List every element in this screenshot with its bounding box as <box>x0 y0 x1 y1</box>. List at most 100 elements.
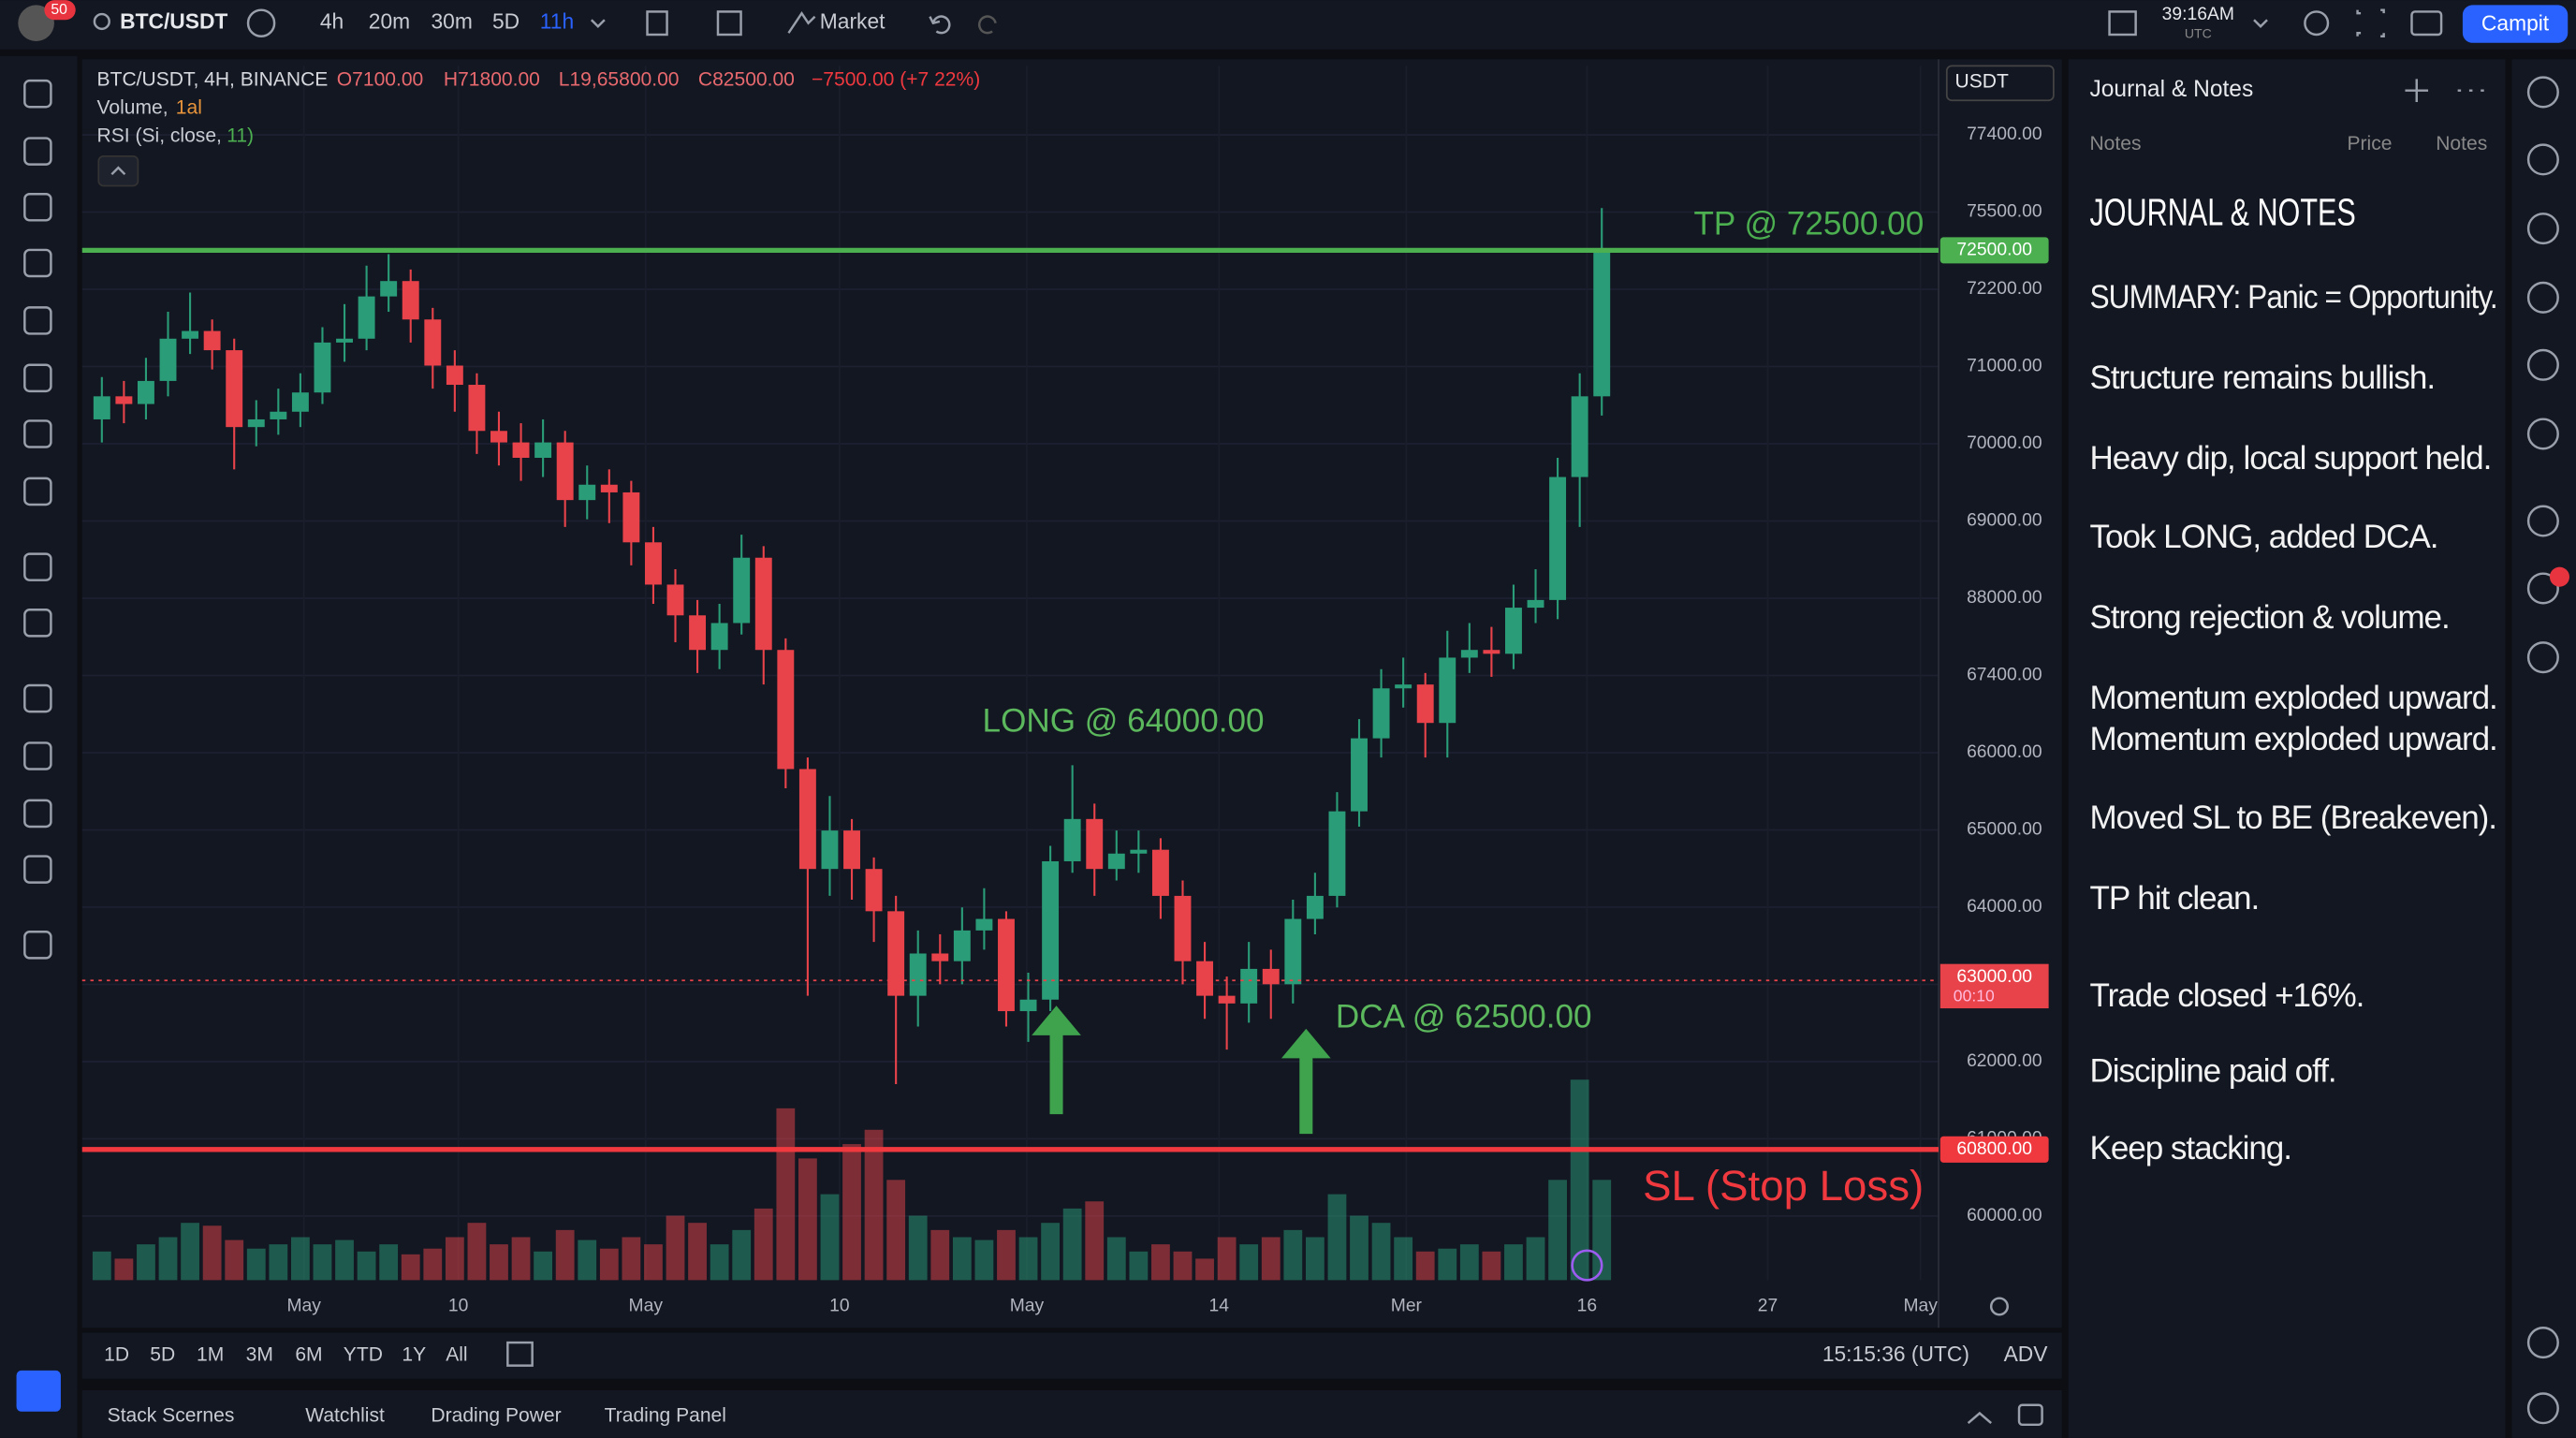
tool-icon[interactable] <box>23 137 52 166</box>
side-icon[interactable] <box>2526 505 2559 537</box>
replay-icon[interactable] <box>1571 1249 1603 1282</box>
volume-bar <box>1504 1244 1523 1281</box>
tool-icon[interactable] <box>23 855 52 884</box>
undo[interactable] <box>929 15 951 35</box>
snapshot[interactable] <box>2410 10 2443 37</box>
currency[interactable]: USDT <box>1955 70 2009 92</box>
price-label: 72200.00 <box>1967 279 2042 299</box>
market[interactable]: Market <box>820 9 886 34</box>
candle-body <box>1505 608 1522 654</box>
side-icon[interactable] <box>2526 418 2559 450</box>
zoom[interactable] <box>2304 10 2330 37</box>
redo[interactable] <box>977 15 997 35</box>
tab[interactable]: Stack Scernes <box>108 1405 235 1427</box>
avatar[interactable] <box>18 5 54 42</box>
range[interactable]: 1D <box>104 1344 129 1366</box>
price-label: 77400.00 <box>1967 125 2042 144</box>
side-icon[interactable] <box>2526 143 2559 176</box>
candle-body <box>270 411 287 419</box>
candle-body <box>1351 738 1368 812</box>
tool-icon[interactable] <box>23 363 52 393</box>
price-label: 66000.00 <box>1967 742 2042 762</box>
tool-icon[interactable] <box>23 248 52 278</box>
tool-icon[interactable] <box>23 79 52 109</box>
journal-note: Strong rejection & volume. <box>2089 599 2449 636</box>
tool-icon[interactable] <box>23 193 52 222</box>
fullscreen[interactable] <box>2108 10 2137 37</box>
date-range[interactable] <box>506 1341 534 1367</box>
symbol[interactable]: BTC/USDT <box>120 9 227 34</box>
currency-box[interactable] <box>1945 65 2055 102</box>
candle-body <box>358 296 375 339</box>
side-icon[interactable] <box>2526 641 2559 674</box>
tab[interactable]: Drading Power <box>431 1405 561 1427</box>
add-symbol[interactable] <box>246 8 276 37</box>
interval[interactable]: 4h <box>320 9 344 34</box>
range[interactable]: 1M <box>197 1344 224 1366</box>
tool-icon[interactable] <box>23 477 52 506</box>
volume-bar <box>490 1244 508 1281</box>
market-icon[interactable] <box>787 10 816 34</box>
candle-body <box>754 557 772 651</box>
tool-icon[interactable] <box>23 741 52 770</box>
time-menu[interactable] <box>2253 19 2268 28</box>
range[interactable]: 3M <box>246 1344 273 1366</box>
tab[interactable]: Trading Panel <box>605 1405 726 1427</box>
side-icon[interactable] <box>2526 1327 2559 1359</box>
tool-icon[interactable] <box>23 683 52 713</box>
favorites[interactable] <box>16 1370 61 1412</box>
campit-button[interactable] <box>2462 5 2569 43</box>
range[interactable]: All <box>446 1344 467 1366</box>
tool-icon[interactable] <box>23 552 52 581</box>
interval[interactable]: 20m <box>369 9 410 34</box>
settings-icon[interactable] <box>1989 1297 2009 1316</box>
side-icon[interactable] <box>2526 281 2559 314</box>
collapse-icon[interactable] <box>110 166 126 176</box>
collapse-panel[interactable] <box>1967 1411 1992 1424</box>
side-icon[interactable] <box>2526 1392 2559 1425</box>
side-icon[interactable] <box>2526 348 2559 381</box>
candle-body <box>909 953 927 996</box>
side-icon[interactable] <box>2526 76 2559 109</box>
range[interactable]: YTD <box>344 1344 383 1366</box>
tool-icon[interactable] <box>23 931 52 960</box>
candle-body <box>1042 860 1060 1000</box>
campit-label[interactable]: Campit <box>2481 11 2550 36</box>
interval[interactable]: 11h <box>540 9 574 34</box>
tool-icon[interactable] <box>23 419 52 448</box>
interval-menu[interactable] <box>590 19 606 28</box>
range[interactable]: 5D <box>150 1344 175 1366</box>
side-icon[interactable] <box>2526 213 2559 245</box>
candle-body <box>1196 961 1214 996</box>
expand[interactable] <box>2356 8 2385 37</box>
candle-body <box>424 319 442 366</box>
journal-add[interactable] <box>2405 79 2429 102</box>
interval[interactable]: 5D <box>492 9 520 34</box>
side-icon[interactable] <box>2526 572 2559 605</box>
chart-type[interactable] <box>646 10 668 37</box>
collapse-legend[interactable] <box>97 154 139 187</box>
maximize-panel[interactable] <box>2017 1403 2043 1427</box>
layout[interactable] <box>716 10 742 37</box>
volume-bar <box>511 1237 531 1281</box>
adv[interactable]: ADV <box>2004 1342 2049 1366</box>
countdown: 00:10 <box>1954 986 1995 1005</box>
price-label: 65000.00 <box>1967 820 2042 840</box>
candle-body <box>336 338 353 343</box>
volume-bar <box>555 1229 575 1281</box>
candle-body <box>1262 968 1280 985</box>
price-label: 60000.00 <box>1967 1206 2042 1225</box>
search-icon[interactable] <box>93 12 110 31</box>
tool-icon[interactable] <box>23 306 52 335</box>
interval[interactable]: 30m <box>431 9 472 34</box>
candle-body <box>468 385 486 432</box>
candle-body <box>380 281 398 297</box>
range[interactable]: 1Y <box>402 1344 426 1366</box>
range[interactable]: 6M <box>295 1344 322 1366</box>
candle-body <box>1174 895 1192 961</box>
tool-icon[interactable] <box>23 799 52 829</box>
tool-icon[interactable] <box>23 609 52 638</box>
tab[interactable]: Watchlist <box>305 1405 385 1427</box>
candle-body <box>556 442 574 501</box>
